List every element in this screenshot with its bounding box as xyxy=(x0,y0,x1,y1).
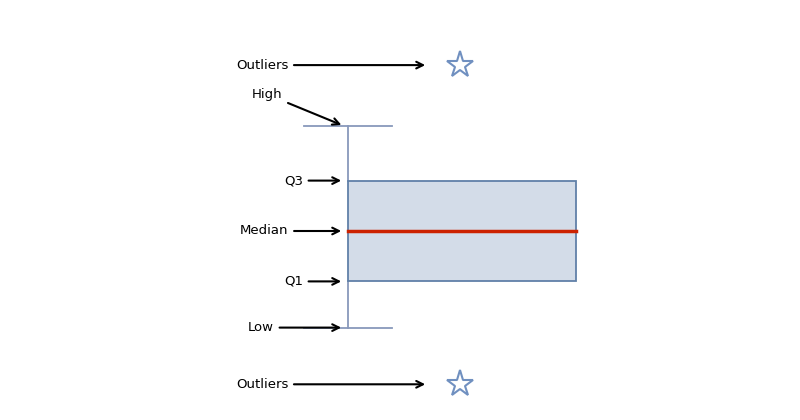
Bar xyxy=(348,181,576,281)
Text: High: High xyxy=(252,88,339,125)
Text: Outliers: Outliers xyxy=(236,59,423,71)
Text: Outliers: Outliers xyxy=(236,378,423,391)
Text: Q1: Q1 xyxy=(284,275,339,288)
Text: Low: Low xyxy=(248,321,339,334)
Text: Q3: Q3 xyxy=(284,174,339,187)
Text: Median: Median xyxy=(240,225,339,237)
